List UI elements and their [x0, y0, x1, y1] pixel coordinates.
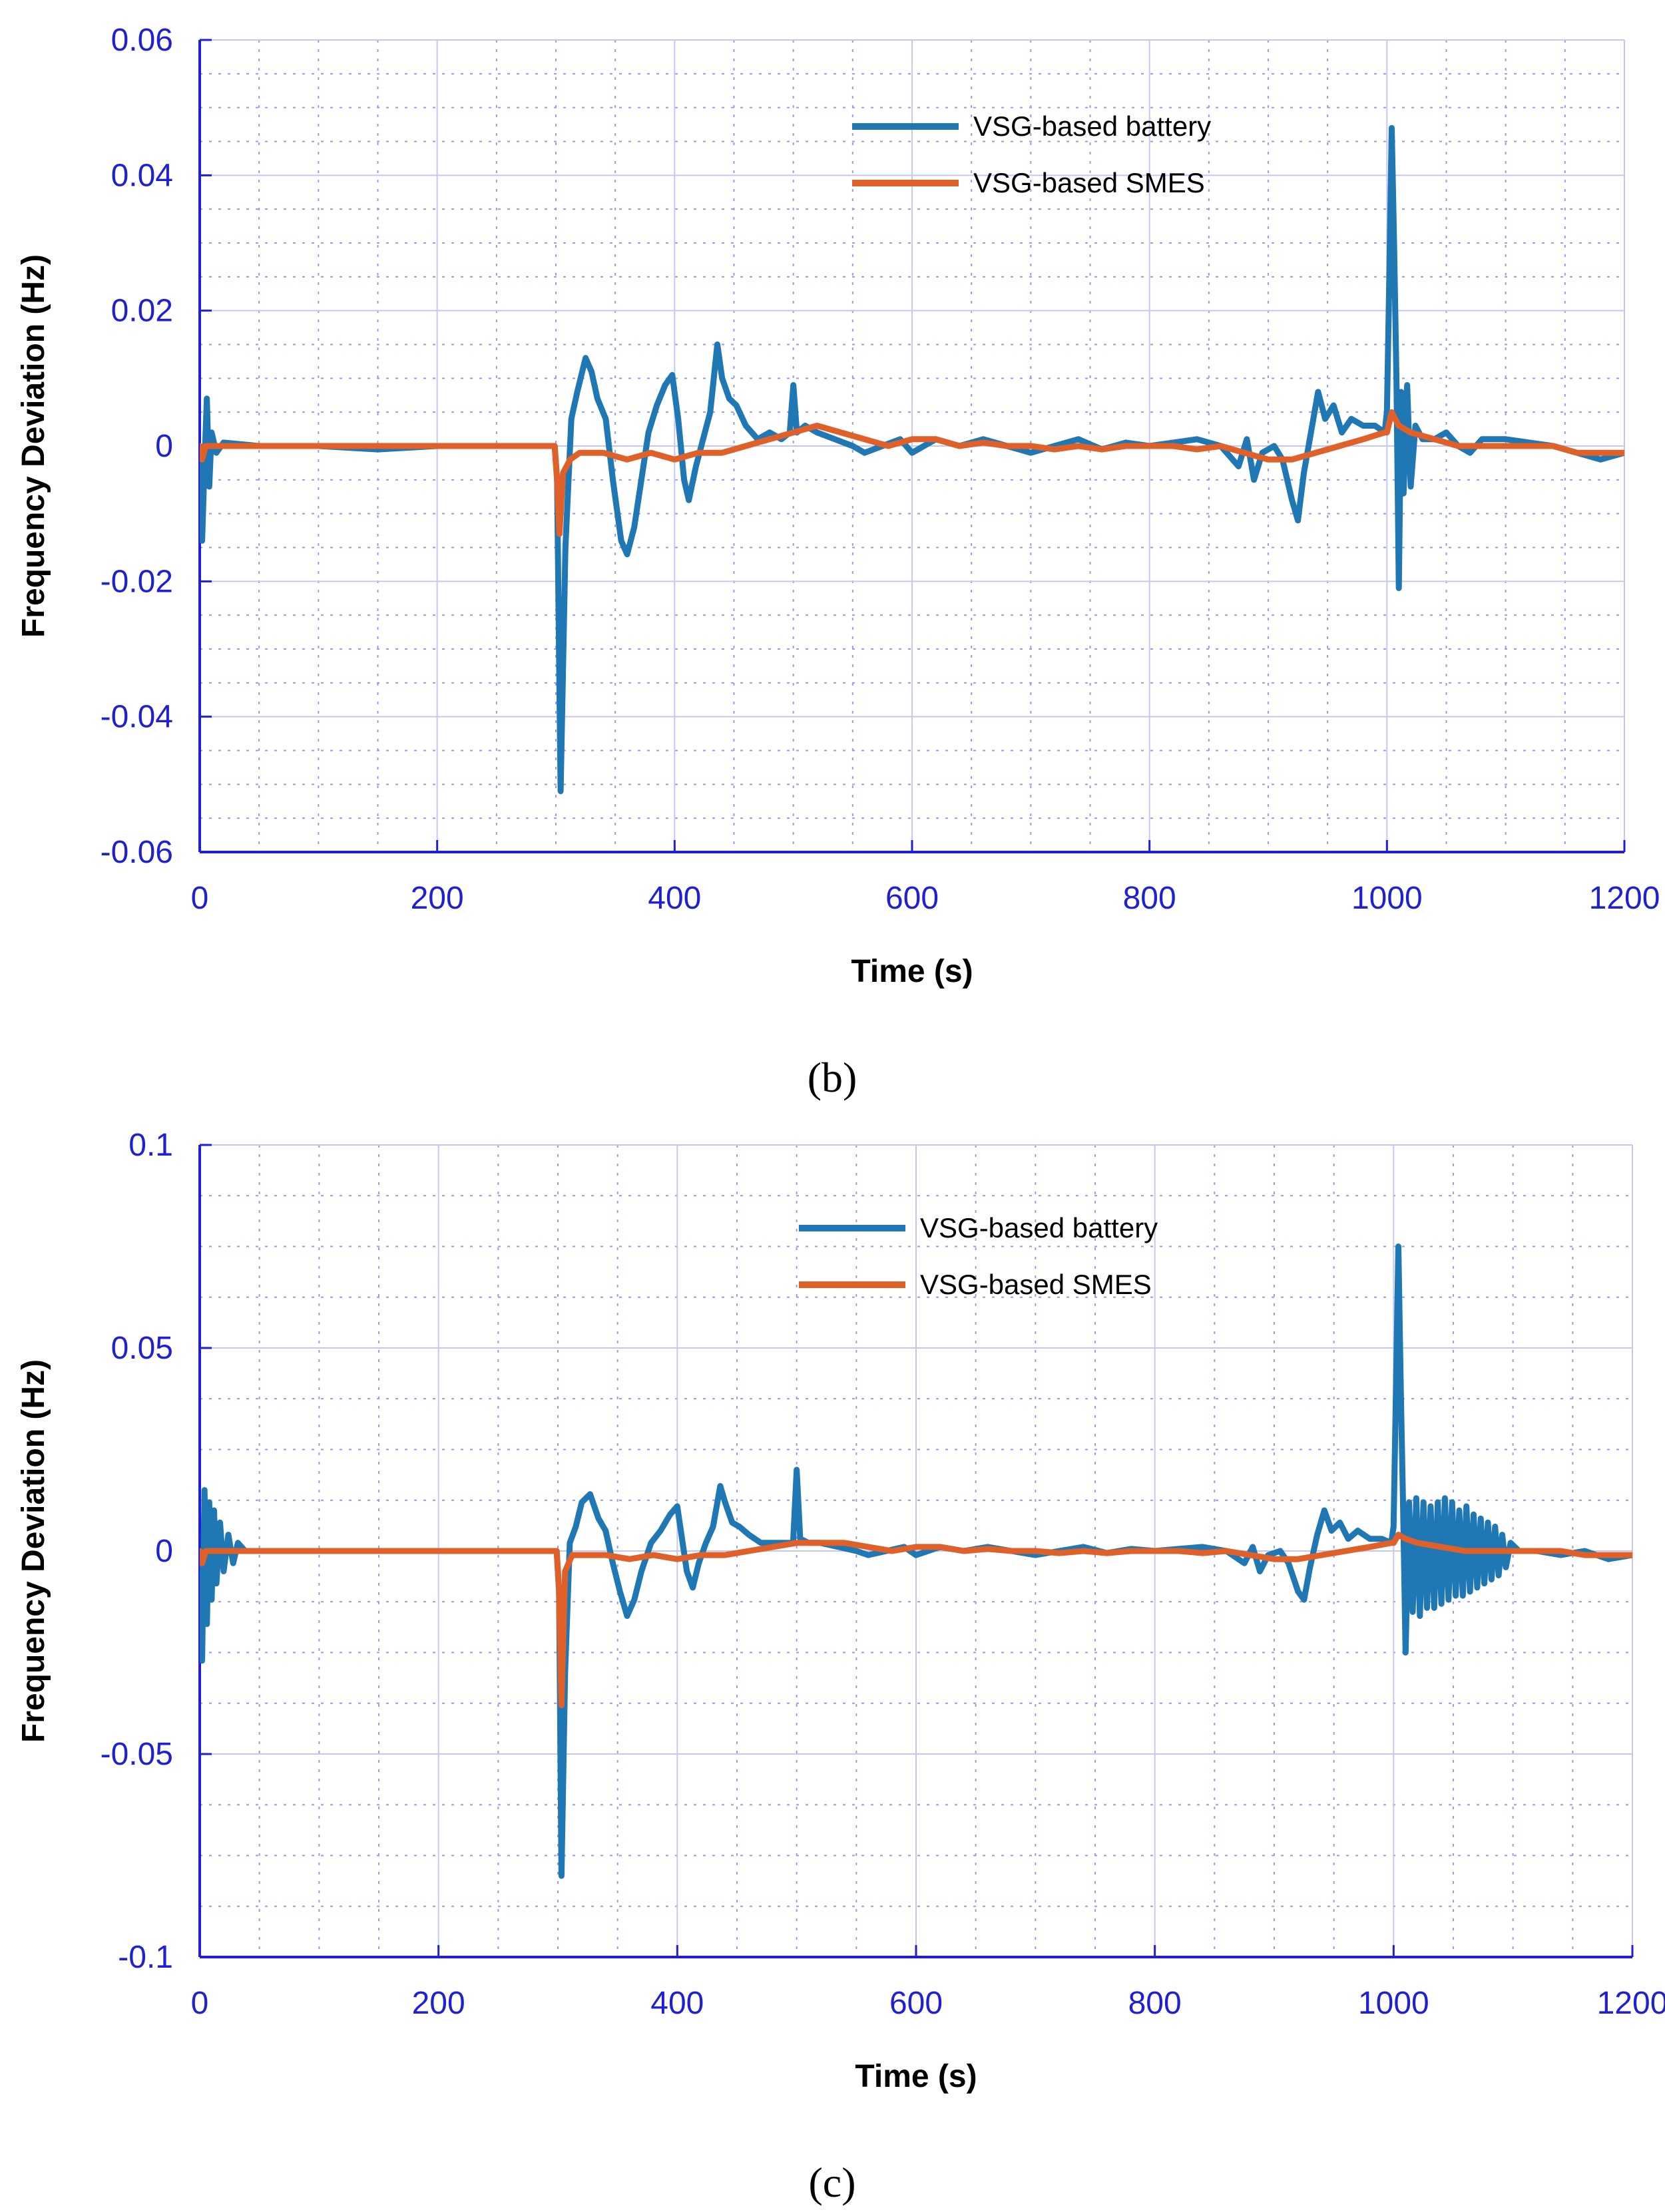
- x-tick-label: 600: [889, 1986, 943, 2021]
- y-tick-label: 0.02: [111, 294, 173, 329]
- y-tick-label: 0.06: [111, 23, 173, 58]
- x-tick-label: 200: [412, 1986, 465, 2021]
- y-axis-title: Frequency Deviation (Hz): [16, 254, 51, 638]
- x-tick-label: 200: [411, 881, 464, 916]
- legend-label-battery: VSG-based battery: [920, 1212, 1158, 1243]
- y-tick-label: 0: [155, 1534, 173, 1569]
- y-tick-label: -0.06: [101, 835, 173, 870]
- x-tick-label: 1000: [1351, 881, 1423, 916]
- series-group: [200, 1243, 1632, 1879]
- chart-panel-0: 0.06 0.04 0.02 0 -0.02 -0.04 -0.06 0 200 400 600 80…: [16, 23, 1660, 1101]
- x-tick-label: 0: [191, 1986, 209, 2021]
- legend-label-smes: VSG-based SMES: [973, 167, 1205, 198]
- chart-panel-1: 0.1 0.05 0 -0.05 -0.1 0 200 400 600 800 1000 1200 Ti…: [16, 1128, 1665, 2206]
- y-axis-title: Frequency Deviation (Hz): [16, 1359, 51, 1743]
- y-tick-label: 0.04: [111, 158, 173, 193]
- y-tick-label: -0.05: [101, 1737, 173, 1772]
- legend-label-battery: VSG-based battery: [973, 111, 1211, 142]
- series-group: [200, 124, 1624, 794]
- y-tick-label: 0.1: [128, 1128, 173, 1163]
- x-tick-label: 1000: [1358, 1986, 1429, 2021]
- x-tick-label: 0: [191, 881, 209, 916]
- series-line-battery: [200, 124, 1624, 794]
- series-line-smes: [200, 1532, 1632, 1709]
- x-tick-label: 1200: [1589, 881, 1660, 916]
- y-tick-label: 0: [155, 429, 173, 464]
- legend: VSG-based battery VSG-based SMES: [852, 111, 1211, 198]
- y-tick-label: -0.1: [118, 1940, 173, 1975]
- x-tick-label: 800: [1128, 1986, 1182, 2021]
- x-tick-label: 600: [885, 881, 939, 916]
- x-axis-title: Time (s): [851, 954, 973, 989]
- x-tick-label: 800: [1123, 881, 1176, 916]
- y-tick-label: 0.05: [111, 1331, 173, 1366]
- panel-label: (b): [808, 1054, 857, 1101]
- panel-label: (c): [808, 2159, 855, 2206]
- series-line-battery: [200, 1243, 1632, 1879]
- y-tick-label: -0.02: [101, 564, 173, 599]
- x-axis-title: Time (s): [855, 2059, 977, 2094]
- x-tick-label: 400: [648, 881, 701, 916]
- x-tick-label: 400: [650, 1986, 704, 2021]
- x-tick-label: 1200: [1597, 1986, 1665, 2021]
- legend: VSG-based battery VSG-based SMES: [799, 1212, 1158, 1300]
- y-tick-label: -0.04: [101, 700, 173, 735]
- series-line-smes: [200, 409, 1624, 537]
- legend-label-smes: VSG-based SMES: [920, 1269, 1152, 1300]
- grid: [200, 1144, 1633, 1957]
